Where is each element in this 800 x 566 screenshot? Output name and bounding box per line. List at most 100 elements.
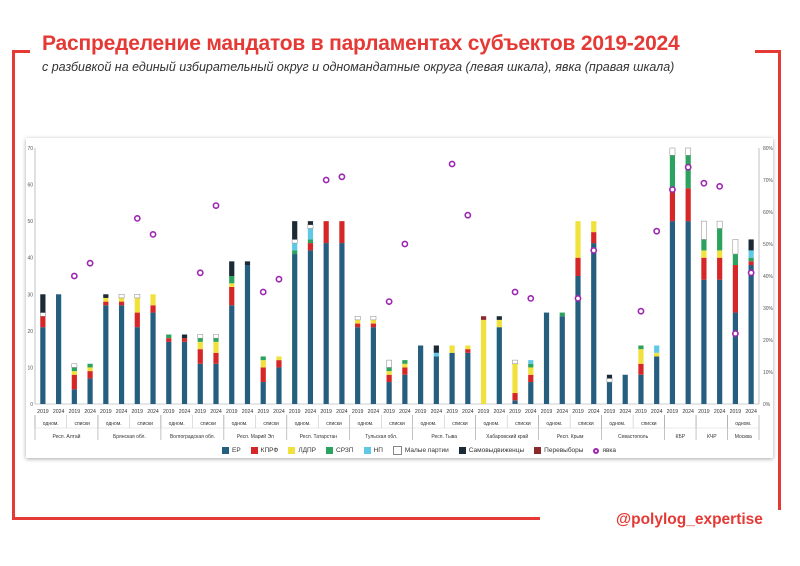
bar-segment [103,301,109,306]
legend-item: НП [363,446,383,455]
bar-segment [134,297,140,313]
x-tick-label: 2019 [541,409,553,415]
x-tick-label: 2019 [289,409,301,415]
x-tick-label: 2019 [226,409,238,415]
bar-segment [732,265,738,313]
bar-segment [355,323,361,328]
group-label: одном. [609,421,625,427]
x-tick-label: 2024 [116,409,128,415]
x-tick-label: 2024 [273,409,285,415]
bar-segment [260,367,266,383]
bar-segment [307,243,314,251]
bar-segment [166,334,172,339]
bar-segment [638,345,644,350]
bar-segment [87,378,93,404]
bar-segment [339,243,345,404]
y-tick-label-left: 40 [27,256,33,262]
bar-segment [323,243,329,404]
turnout-marker [747,269,755,277]
turnout-marker [574,294,582,302]
group-label: списки [326,421,342,427]
group-label: списки [578,421,594,427]
x-tick-label: 2024 [525,409,537,415]
bar-segment [355,319,361,324]
bar-segment [181,334,188,339]
bar-segment [354,315,361,321]
group-label: одном. [358,421,374,427]
bar-segment [244,261,251,266]
x-tick-label: 2019 [572,409,584,415]
x-tick-label: 2024 [179,409,191,415]
turnout-marker [212,202,220,209]
bar-segment [701,257,707,280]
bar-segment [134,327,140,404]
region-label: Тульская обл. [365,434,397,440]
bar-segment [87,371,93,379]
bar-segment [669,188,676,222]
bar-segment [748,261,754,266]
bar-segment [496,327,502,404]
bar-segment [260,356,266,361]
legend-swatch [363,447,371,454]
bar-segment [386,382,392,404]
y-tick-label-right: 60% [763,210,773,216]
turnout-marker [401,240,409,248]
legend-swatch [392,446,402,455]
bar-segment [150,294,156,306]
legend-item: Перевыборы [534,446,583,455]
region-label: Севастополь [618,434,649,440]
region-label: КБР [676,434,686,440]
legend-label: Перевыборы [544,447,584,454]
region-label: Хабаровский край [486,433,528,440]
legend-swatch [222,447,229,454]
x-tick-label: 2019 [37,409,49,415]
bar-segment [575,257,581,276]
bar-segment [276,367,282,404]
group-label: списки [137,421,153,427]
legend-swatch [593,447,600,454]
bar-segment [71,389,77,404]
bar-segment [528,367,534,375]
bar-segment [748,239,754,251]
x-tick-label: 2019 [69,409,81,415]
frame-gap-top [30,44,755,60]
bar-segment [386,371,392,375]
bar-segment [213,363,219,404]
legend-label: КПРФ [260,447,279,454]
brand-handle[interactable]: @polylog_expertise [616,511,763,528]
y-tick-label-left: 0 [30,402,33,408]
turnout-marker [716,183,724,190]
bar-segment [71,367,77,372]
x-tick-label: 2024 [619,409,631,415]
bar-segment [197,334,204,339]
bar-segment [244,265,251,404]
bar-segment [402,360,408,364]
bar-segment [701,279,707,404]
bar-segment [465,345,471,350]
turnout-marker [385,298,393,305]
turnout-marker [196,269,204,277]
bar-segment [307,250,314,404]
x-tick-label: 2019 [163,409,175,415]
x-tick-label: 2024 [714,409,726,415]
turnout-marker [149,231,157,238]
bar-segment [575,276,581,404]
group-label: одном. [483,421,499,427]
x-tick-label: 2024 [368,409,380,415]
bar-segment [355,327,361,404]
legend-label: явка [602,447,617,454]
group-label: одном. [420,421,436,427]
group-label: одном. [169,421,185,427]
bar-segment [150,305,156,313]
legend-swatch [458,447,466,454]
x-tick-label: 2024 [242,409,254,415]
bar-segment [103,294,109,298]
bar-segment [103,297,109,302]
bar-segment [685,188,691,222]
turnout-marker [653,227,661,235]
bar-segment [118,305,125,404]
x-tick-label: 2019 [667,409,679,415]
region-label: Респ. Тыва [431,434,457,440]
turnout-marker [464,211,472,219]
bar-segment [197,363,203,404]
